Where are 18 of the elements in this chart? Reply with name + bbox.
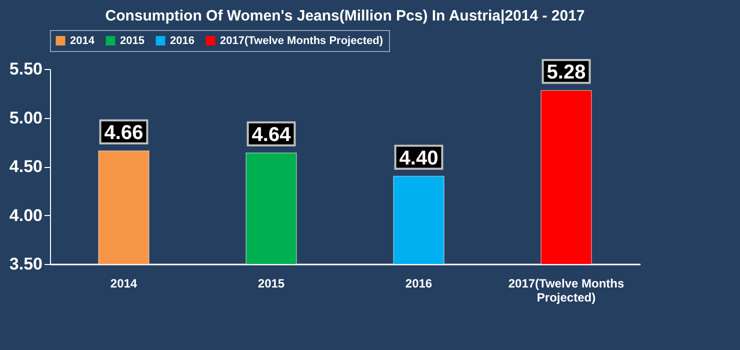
legend-label: 2014 [70, 34, 96, 47]
chart-title: Consumption Of Women's Jeans(Million Pcs) In Austria|2014 - 2017 [105, 8, 585, 24]
y-tick-label: 3.50 [9, 254, 42, 274]
legend-label: 2015 [120, 34, 144, 47]
y-tick-label: 5.00 [9, 108, 42, 128]
y-tick-label: 4.00 [9, 206, 42, 225]
x-tick-label: 2016 [405, 276, 432, 290]
x-tick-label: 2015 [258, 276, 285, 290]
data-label: 4.64 [252, 124, 292, 146]
y-tick-label: 5.50 [9, 60, 42, 78]
legend-label: 2016 [170, 34, 194, 47]
data-label: 5.28 [546, 61, 586, 84]
legend-label: 2017(Twelve Months Projected) [220, 34, 384, 47]
y-tick-label: 4.50 [9, 157, 42, 176]
x-tick-label: 2017(Twelve Months Projected) [508, 276, 624, 304]
x-tick-label: 2014 [110, 276, 138, 290]
data-label: 4.40 [399, 147, 438, 170]
data-label: 4.66 [104, 122, 144, 144]
